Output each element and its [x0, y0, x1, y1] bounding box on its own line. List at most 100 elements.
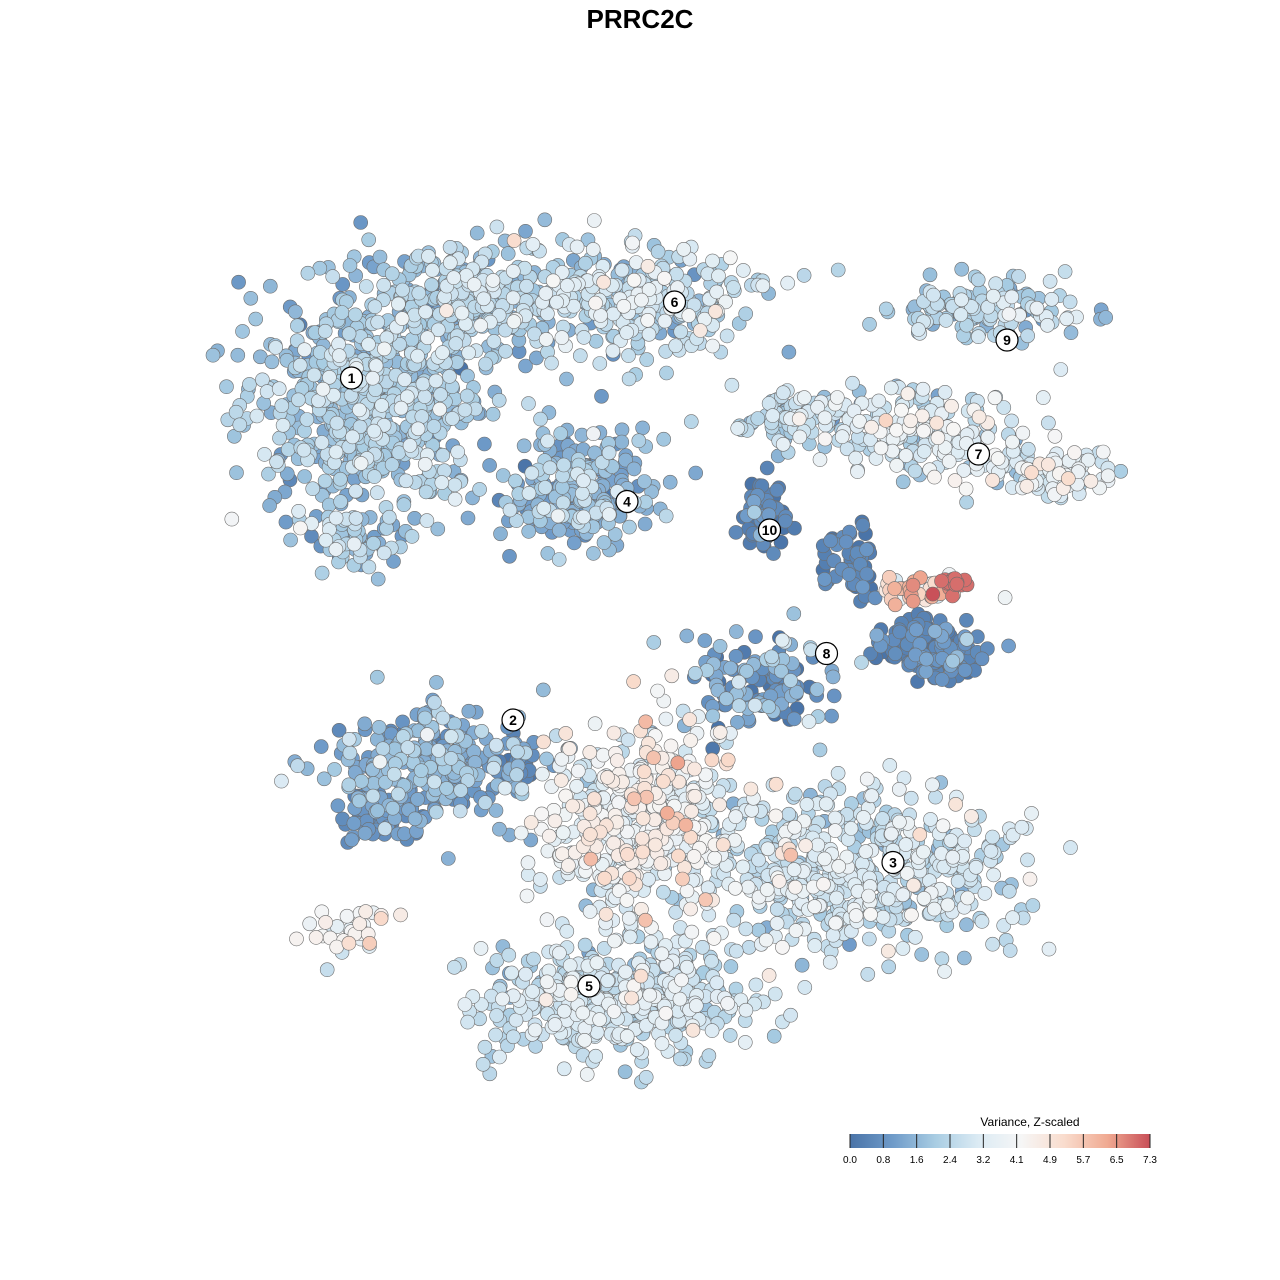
cell-point [746, 504, 762, 520]
cell-point [588, 1048, 604, 1064]
cell-point [357, 716, 373, 732]
cluster-label: 5 [585, 978, 593, 994]
cell-point [850, 464, 865, 479]
legend-tick-label: 0.0 [843, 1155, 857, 1166]
cell-point [486, 760, 501, 776]
cluster-label: 9 [1003, 332, 1011, 348]
cell-point [461, 703, 477, 719]
cell-point [371, 719, 387, 735]
cell-point [394, 311, 410, 326]
cell-point [635, 420, 650, 436]
cell-point [672, 991, 688, 1007]
cell-point [1095, 444, 1111, 460]
cell-point [477, 1039, 493, 1055]
cell-point [586, 426, 601, 442]
cell-point [925, 586, 941, 602]
cell-point [339, 908, 355, 924]
cell-point [974, 914, 990, 929]
cell-point [687, 788, 703, 804]
cell-point [869, 627, 885, 643]
cell-point [370, 314, 386, 330]
cell-point [956, 950, 972, 966]
cell-point [582, 827, 598, 842]
cell-point [635, 811, 651, 826]
cell-point [878, 301, 894, 317]
cell-point [556, 1003, 572, 1019]
cell-point [791, 411, 807, 427]
cell-point [959, 631, 975, 647]
cell-point [775, 939, 790, 955]
cell-point [977, 886, 993, 901]
cell-point [769, 901, 785, 917]
cell-point [391, 296, 406, 312]
cell-point [688, 465, 704, 481]
cell-point [927, 623, 943, 639]
cell-point [634, 831, 650, 846]
cell-point [959, 612, 974, 628]
cell-point [361, 232, 377, 248]
cell-point [881, 959, 897, 975]
cell-point [418, 304, 433, 320]
cell-point [502, 548, 517, 564]
cell-point [290, 318, 305, 334]
cell-point [1059, 311, 1074, 327]
cell-point [659, 805, 675, 821]
cell-point [655, 774, 671, 789]
cell-point [619, 325, 635, 340]
cell-point [812, 742, 828, 758]
cell-point [325, 269, 341, 284]
cell-point [654, 1036, 670, 1051]
cell-point [569, 778, 585, 794]
cell-point [728, 624, 744, 639]
cell-point [697, 633, 713, 648]
cell-point [678, 817, 694, 833]
cell-point [928, 789, 943, 805]
cell-point [765, 408, 781, 423]
cell-point [916, 423, 931, 439]
cell-point [558, 726, 574, 741]
cell-point [289, 931, 304, 947]
cell-point [316, 771, 332, 787]
cell-point [329, 415, 345, 431]
cell-point [637, 474, 652, 489]
cell-point [518, 224, 533, 239]
cell-point [559, 923, 575, 939]
cell-point [838, 534, 854, 550]
cell-point [525, 984, 540, 999]
cell-point [883, 826, 899, 842]
cell-point [786, 711, 802, 727]
cell-point [1024, 465, 1039, 480]
cell-point [243, 290, 259, 306]
cell-point [788, 923, 804, 938]
cell-point [509, 767, 525, 783]
cell-point [841, 567, 857, 582]
cell-point [514, 781, 530, 797]
cell-point [943, 833, 959, 848]
cell-point [1042, 273, 1058, 289]
cell-point [744, 802, 760, 818]
cell-point [300, 265, 316, 281]
cell-point [404, 529, 420, 544]
cell-point [547, 1017, 563, 1032]
cell-point [823, 533, 838, 549]
cell-point [262, 498, 277, 513]
cell-point [262, 278, 278, 294]
cell-point [345, 429, 360, 445]
cell-point [313, 739, 329, 754]
cell-point [329, 939, 345, 955]
cell-point [787, 879, 803, 895]
cell-point [867, 590, 883, 606]
cell-point [766, 1028, 782, 1044]
cell-point [370, 803, 385, 819]
cell-point [848, 908, 864, 923]
cell-point [673, 324, 689, 340]
cell-point [372, 249, 388, 265]
cell-point [925, 777, 940, 793]
cell-point [723, 959, 739, 974]
cell-point [335, 277, 351, 292]
cell-point [369, 485, 385, 501]
cell-point [1002, 943, 1018, 958]
cell-point [768, 808, 784, 824]
cell-point [674, 972, 689, 988]
cell-point [230, 347, 246, 363]
